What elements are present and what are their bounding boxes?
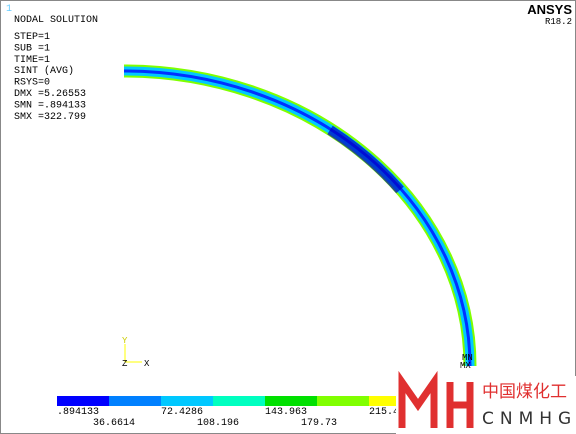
info-line: SUB =1 (14, 43, 50, 54)
legend-label: 36.6614 (93, 418, 135, 429)
legend-label: 179.73 (301, 418, 337, 429)
triad: Y Z X (122, 336, 150, 369)
info-line: SMN =.894133 (14, 100, 86, 111)
legend-swatch (161, 396, 213, 406)
window-number: 1 (6, 4, 12, 15)
legend-label: 215.4 (369, 407, 399, 418)
info-line: SINT (AVG) (14, 65, 74, 77)
info-line: STEP=1 (14, 32, 50, 43)
triad-z-label: Z (122, 359, 128, 369)
max-marker: MX (460, 361, 471, 371)
triad-x-label: X (144, 359, 150, 369)
info-line: DMX =5.26553 (14, 89, 86, 100)
version: R18.2 (545, 17, 572, 27)
legend-label: 108.196 (197, 418, 239, 429)
title: NODAL SOLUTION (14, 15, 98, 26)
info-line: TIME=1 (14, 55, 50, 66)
legend-swatch (265, 396, 317, 406)
legend-swatch (213, 396, 265, 406)
logo-mark (398, 370, 474, 428)
info-line: RSYS=0 (14, 78, 50, 89)
min-marker: MN (462, 353, 473, 363)
legend-swatch (317, 396, 369, 406)
info-line: SMX =322.799 (14, 112, 86, 123)
legend-label: .894133 (57, 407, 99, 418)
logo-latin: CNMHG (482, 409, 576, 429)
legend-label: 72.4286 (161, 407, 203, 418)
watermark: 中国煤化工 CNMHG (396, 370, 576, 434)
ring-hot (327, 125, 404, 194)
triad-y-label: Y (122, 336, 128, 346)
model (123, 64, 477, 367)
legend-label: 143.963 (265, 407, 307, 418)
watermark-bg (396, 376, 576, 434)
brand: ANSYS (527, 2, 572, 17)
legend-swatch (369, 396, 421, 406)
legend-swatch (109, 396, 161, 406)
logo-chinese: 中国煤化工 (482, 382, 567, 402)
legend-swatch (57, 396, 109, 406)
